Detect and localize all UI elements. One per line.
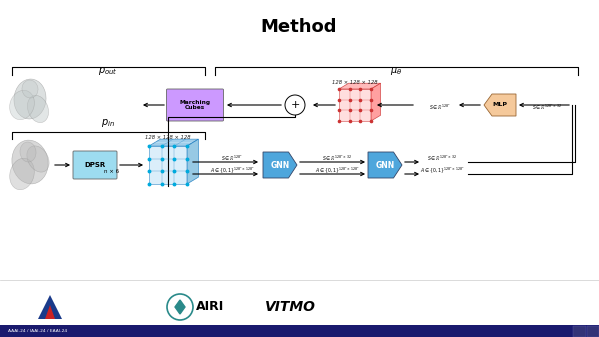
Text: $A\in\{0,1\}^{128^3\times128^3}$: $A\in\{0,1\}^{128^3\times128^3}$ — [314, 165, 359, 175]
Text: $S\in\mathbb{R}^{128^3\times32}$: $S\in\mathbb{R}^{128^3\times32}$ — [427, 153, 457, 163]
FancyBboxPatch shape — [167, 89, 223, 121]
Polygon shape — [187, 139, 198, 184]
FancyBboxPatch shape — [0, 325, 599, 337]
Polygon shape — [149, 139, 198, 146]
Polygon shape — [38, 295, 62, 319]
Text: $p_{out}$: $p_{out}$ — [98, 65, 118, 77]
Text: GNN: GNN — [376, 160, 395, 170]
Polygon shape — [263, 152, 297, 178]
Text: $A\in\{0,1\}^{128^3\times128^3}$: $A\in\{0,1\}^{128^3\times128^3}$ — [420, 165, 464, 175]
Text: $S\in\mathbb{R}^{128^3\times32}$: $S\in\mathbb{R}^{128^3\times32}$ — [532, 102, 562, 112]
FancyBboxPatch shape — [573, 326, 585, 337]
Text: Method: Method — [261, 18, 337, 36]
Text: DPSR: DPSR — [84, 162, 105, 168]
Circle shape — [167, 294, 193, 320]
Circle shape — [285, 95, 305, 115]
Ellipse shape — [10, 158, 34, 190]
Ellipse shape — [22, 80, 38, 98]
Ellipse shape — [28, 95, 49, 123]
Text: MLP: MLP — [492, 102, 507, 108]
Text: $\mu_\theta$: $\mu_\theta$ — [390, 65, 402, 77]
Text: GNN: GNN — [270, 160, 290, 170]
Ellipse shape — [14, 79, 46, 119]
Polygon shape — [368, 152, 402, 178]
Ellipse shape — [12, 140, 48, 184]
Text: $p_{in}$: $p_{in}$ — [101, 117, 115, 129]
FancyBboxPatch shape — [586, 326, 598, 337]
Text: $S\in\mathbb{R}^{128^3\times32}$: $S\in\mathbb{R}^{128^3\times32}$ — [322, 153, 352, 163]
Text: 128 × 128 × 128: 128 × 128 × 128 — [145, 135, 191, 140]
Ellipse shape — [27, 146, 49, 172]
Polygon shape — [149, 146, 187, 184]
Polygon shape — [339, 89, 371, 121]
Polygon shape — [45, 305, 55, 319]
Ellipse shape — [20, 142, 36, 162]
Polygon shape — [175, 300, 185, 314]
Polygon shape — [339, 83, 380, 89]
Polygon shape — [484, 94, 516, 116]
Text: $S\in\mathbb{R}^{128^3}$: $S\in\mathbb{R}^{128^3}$ — [221, 153, 243, 163]
Text: 128 × 128 × 128: 128 × 128 × 128 — [332, 80, 378, 85]
Text: $S\in\mathbb{R}^{128^3}$: $S\in\mathbb{R}^{128^3}$ — [429, 102, 451, 112]
Polygon shape — [371, 83, 380, 121]
FancyBboxPatch shape — [73, 151, 117, 179]
Text: AAAI-24 / IAAI-24 / EAAI-24: AAAI-24 / IAAI-24 / EAAI-24 — [8, 329, 67, 333]
Text: +: + — [291, 100, 300, 110]
Text: Marching
Cubes: Marching Cubes — [180, 100, 211, 111]
Text: n × 6: n × 6 — [104, 169, 120, 174]
Ellipse shape — [10, 90, 34, 120]
Text: VITMO: VITMO — [265, 300, 316, 314]
Text: $A\in\{0,1\}^{128^3\times128^3}$: $A\in\{0,1\}^{128^3\times128^3}$ — [210, 165, 255, 175]
Text: AIRI: AIRI — [196, 301, 224, 313]
